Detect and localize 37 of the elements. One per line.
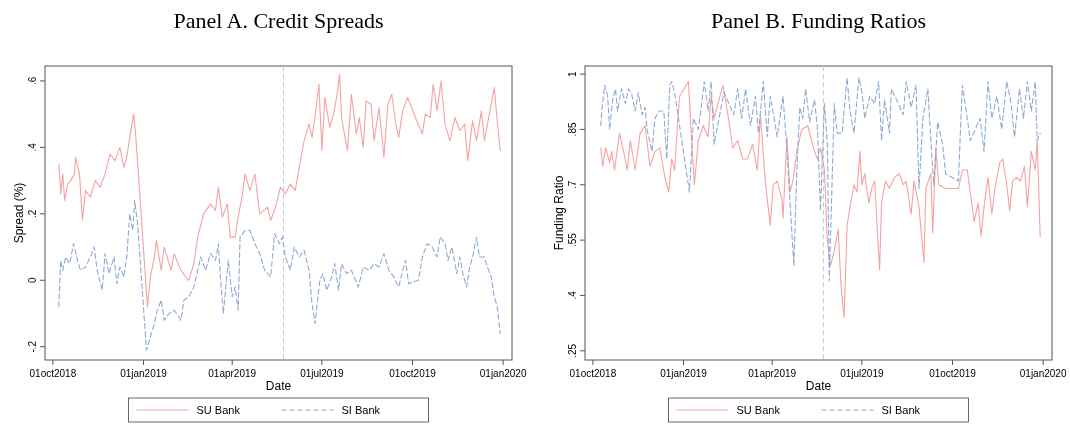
legend-label: SU Bank (196, 404, 241, 416)
x-tick-label: 01jan2019 (660, 368, 708, 379)
line-series (600, 80, 1041, 319)
y-tick-label: .4 (567, 290, 578, 300)
legend-label: SU Bank (736, 404, 781, 416)
chart-title: Panel B. Funding Ratios (710, 8, 927, 33)
y-tick-label: .55 (567, 232, 578, 248)
x-tick-label: 01oct2018 (29, 368, 77, 379)
y-tick-label: 1 (567, 70, 578, 77)
x-tick-label: 01jan2020 (479, 368, 527, 379)
x-axis-title: Date (805, 379, 832, 393)
line-series (58, 199, 501, 351)
legend-label: SI Bank (341, 404, 381, 416)
x-tick-label: 01jul2019 (840, 368, 884, 379)
x-tick-label: 01oct2018 (569, 368, 617, 379)
x-tick-label: 01jan2020 (1019, 368, 1067, 379)
x-tick-label: 01apr2019 (208, 368, 257, 379)
x-tick-label: 01jul2019 (300, 368, 344, 379)
y-tick-label: .2 (27, 209, 38, 218)
y-tick-label: .4 (27, 142, 38, 152)
line-series (600, 77, 1041, 282)
y-axis-title: Funding Ratio (552, 175, 566, 251)
x-tick-label: 01apr2019 (748, 368, 797, 379)
x-tick-label: 01oct2019 (389, 368, 437, 379)
y-tick-label: 0 (27, 277, 38, 284)
line-series (58, 73, 501, 308)
y-tick-label: .85 (567, 122, 578, 137)
y-tick-label: .7 (567, 180, 578, 189)
x-tick-label: 01oct2019 (929, 368, 977, 379)
y-axis-title: Spread (%) (12, 182, 26, 244)
y-tick-label: -.2 (27, 340, 38, 353)
legend-label: SI Bank (881, 404, 921, 416)
chart-title: Panel A. Credit Spreads (173, 8, 384, 33)
y-tick-label: .6 (27, 76, 38, 86)
y-tick-label: .25 (567, 343, 578, 358)
x-axis-title: Date (265, 379, 292, 393)
x-tick-label: 01jan2019 (120, 368, 168, 379)
